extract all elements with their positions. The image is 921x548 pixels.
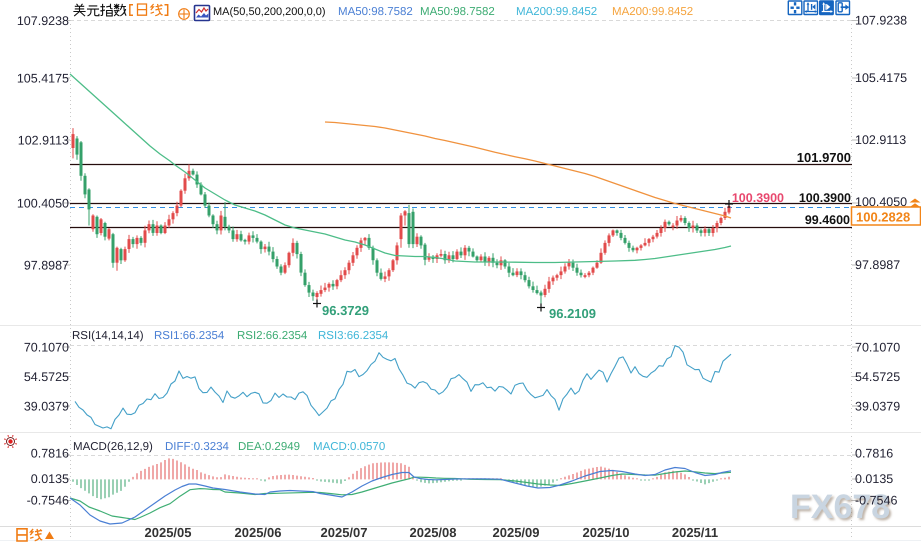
svg-text:MA200:99.8452: MA200:99.8452 bbox=[612, 6, 693, 18]
svg-text:MA200:99.8452: MA200:99.8452 bbox=[516, 6, 597, 18]
svg-text:101.9700: 101.9700 bbox=[797, 150, 851, 165]
svg-text:105.4175: 105.4175 bbox=[855, 71, 907, 85]
svg-text:RSI2:66.2354: RSI2:66.2354 bbox=[237, 330, 308, 342]
svg-text:39.0379: 39.0379 bbox=[24, 400, 69, 414]
svg-text:100.4050: 100.4050 bbox=[17, 197, 69, 211]
svg-text:96.3729: 96.3729 bbox=[322, 303, 369, 318]
svg-text:0.0135: 0.0135 bbox=[31, 472, 69, 486]
svg-text:RSI3:66.2354: RSI3:66.2354 bbox=[318, 330, 389, 342]
svg-text:MA50:98.7582: MA50:98.7582 bbox=[420, 6, 495, 18]
svg-text:107.9238: 107.9238 bbox=[855, 14, 907, 28]
svg-text:99.4600: 99.4600 bbox=[805, 213, 850, 227]
svg-text:96.2109: 96.2109 bbox=[549, 306, 596, 321]
svg-text:39.0379: 39.0379 bbox=[855, 400, 900, 414]
svg-text:97.8987: 97.8987 bbox=[24, 259, 69, 273]
svg-text:70.1070: 70.1070 bbox=[24, 341, 69, 355]
svg-text:102.9113: 102.9113 bbox=[18, 134, 69, 148]
svg-text:2025/07: 2025/07 bbox=[321, 525, 368, 540]
svg-text:100.3900: 100.3900 bbox=[799, 191, 851, 205]
svg-text:RSI(14,14,14): RSI(14,14,14) bbox=[72, 330, 144, 342]
svg-text:54.5725: 54.5725 bbox=[24, 370, 69, 384]
svg-text:107.9238: 107.9238 bbox=[17, 14, 69, 28]
svg-text:2025/05: 2025/05 bbox=[145, 525, 192, 540]
svg-text:2025/09: 2025/09 bbox=[493, 525, 540, 540]
svg-text:2025/06: 2025/06 bbox=[235, 525, 282, 540]
svg-text:97.8987: 97.8987 bbox=[855, 258, 900, 272]
svg-text:100.2828: 100.2828 bbox=[856, 210, 910, 225]
svg-text:FX678: FX678 bbox=[790, 488, 890, 526]
svg-text:RSI1:66.2354: RSI1:66.2354 bbox=[154, 330, 225, 342]
svg-text:2025/10: 2025/10 bbox=[583, 525, 630, 540]
svg-text:0.7816: 0.7816 bbox=[31, 447, 69, 461]
svg-text:100.3900: 100.3900 bbox=[732, 191, 784, 205]
svg-text:DEA:0.2949: DEA:0.2949 bbox=[238, 441, 300, 453]
svg-text:MA50:98.7582: MA50:98.7582 bbox=[338, 6, 413, 18]
svg-text:2025/11: 2025/11 bbox=[672, 525, 718, 540]
svg-text:0.7816: 0.7816 bbox=[855, 447, 893, 461]
svg-text:70.1070: 70.1070 bbox=[855, 341, 900, 355]
svg-text:2025/08: 2025/08 bbox=[410, 525, 457, 540]
svg-text:-0.7546: -0.7546 bbox=[27, 494, 69, 508]
svg-text:0.0135: 0.0135 bbox=[855, 472, 893, 486]
svg-text:DIFF:0.3234: DIFF:0.3234 bbox=[165, 441, 230, 453]
svg-text:-0.7546: -0.7546 bbox=[855, 494, 897, 508]
svg-text:54.5725: 54.5725 bbox=[855, 370, 900, 384]
svg-text:105.4175: 105.4175 bbox=[17, 72, 69, 86]
svg-text:MACD:0.0570: MACD:0.0570 bbox=[313, 441, 385, 453]
svg-text:100.4050: 100.4050 bbox=[855, 195, 907, 209]
svg-text:MACD(26,12,9): MACD(26,12,9) bbox=[73, 441, 153, 453]
svg-text:102.9113: 102.9113 bbox=[855, 133, 906, 147]
svg-text:MA(50,50,200,200,0,0): MA(50,50,200,200,0,0) bbox=[213, 6, 326, 18]
